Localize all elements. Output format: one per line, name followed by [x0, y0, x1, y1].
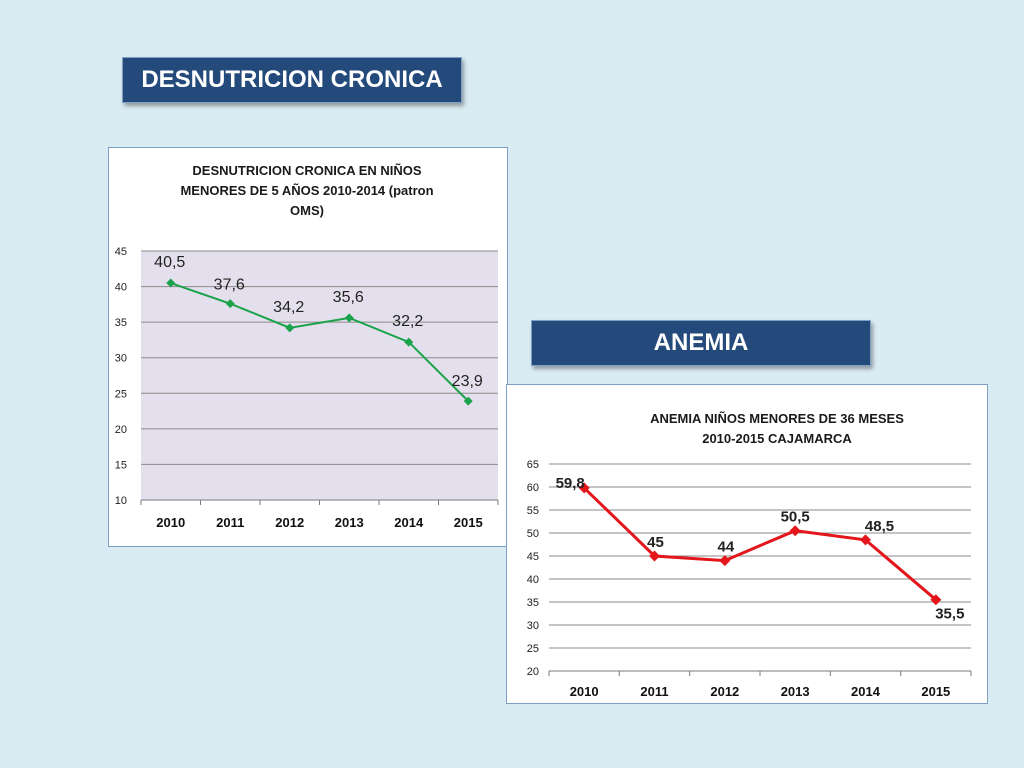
- data-label: 44: [717, 539, 734, 556]
- y-tick-label: 45: [527, 551, 539, 563]
- data-point-marker: [860, 534, 871, 546]
- data-point-marker: [166, 278, 176, 288]
- data-point-marker: [404, 337, 414, 347]
- data-label: 59,8: [556, 475, 585, 492]
- data-label: 23,9: [452, 373, 483, 390]
- chart-desnutricion: DESNUTRICION CRONICA EN NIÑOS MENORES DE …: [108, 147, 508, 547]
- data-label: 35,6: [333, 289, 364, 306]
- chart-anemia-svg: ANEMIA NIÑOS MENORES DE 36 MESES 2010-201…: [527, 411, 972, 699]
- chart-title-line: OMS): [290, 203, 324, 218]
- chart-desnutricion-svg: DESNUTRICION CRONICA EN NIÑOS MENORES DE …: [115, 163, 499, 530]
- y-tick-label: 25: [527, 643, 539, 655]
- banner-desnutricion-cronica: DESNUTRICION CRONICA: [122, 57, 462, 103]
- y-tick-label: 55: [527, 505, 539, 517]
- plot-area: [141, 251, 498, 500]
- data-point-marker: [285, 323, 295, 333]
- data-point-marker: [463, 396, 473, 406]
- x-tick-label: 2011: [216, 515, 244, 530]
- y-tick-label: 65: [527, 459, 539, 471]
- series-line: [583, 486, 937, 601]
- y-tick-label: 35: [527, 597, 539, 609]
- y-tick-label: 30: [115, 353, 127, 365]
- data-label: 48,5: [865, 518, 894, 535]
- banner-desnutricion-label: DESNUTRICION CRONICA: [141, 66, 443, 93]
- y-tick-label: 20: [115, 424, 127, 436]
- data-point-marker: [719, 555, 731, 567]
- plot-area: [549, 464, 971, 671]
- x-tick-label: 2014: [851, 684, 881, 699]
- x-tick-label: 2010: [570, 684, 599, 699]
- data-point-marker: [930, 594, 942, 606]
- series-line: [170, 282, 469, 402]
- x-tick-label: 2012: [710, 684, 739, 699]
- data-label: 37,6: [214, 277, 245, 294]
- x-tick-label: 2015: [454, 515, 483, 530]
- y-tick-label: 40: [527, 574, 539, 586]
- banner-anemia-label: ANEMIA: [653, 329, 749, 356]
- x-tick-label: 2014: [394, 515, 424, 530]
- y-tick-label: 25: [115, 388, 127, 400]
- data-label: 32,2: [392, 313, 423, 330]
- x-tick-label: 2015: [921, 684, 950, 699]
- data-point-marker: [344, 313, 354, 323]
- chart-title-line: DESNUTRICION CRONICA EN NIÑOS: [192, 163, 422, 178]
- data-label: 45: [647, 534, 664, 551]
- y-tick-label: 30: [527, 620, 539, 632]
- data-label: 35,5: [935, 606, 964, 623]
- x-tick-label: 2010: [156, 515, 185, 530]
- chart-title-line: MENORES DE 5 AÑOS 2010-2014 (patron: [180, 183, 433, 198]
- y-tick-label: 60: [527, 482, 539, 494]
- x-tick-label: 2012: [275, 515, 304, 530]
- data-point-marker: [225, 299, 235, 309]
- x-tick-label: 2011: [640, 684, 668, 699]
- x-tick-label: 2013: [781, 684, 810, 699]
- x-tick-label: 2013: [335, 515, 364, 530]
- y-tick-label: 10: [115, 495, 127, 507]
- data-point-marker: [649, 550, 660, 562]
- y-tick-label: 50: [527, 528, 539, 540]
- y-tick-label: 20: [527, 666, 539, 678]
- data-label: 40,5: [154, 254, 185, 271]
- chart-title-line: ANEMIA NIÑOS MENORES DE 36 MESES: [650, 411, 904, 426]
- data-point-marker: [789, 525, 801, 537]
- data-label: 50,5: [781, 509, 810, 526]
- data-label: 34,2: [273, 299, 304, 316]
- data-point-marker: [578, 482, 590, 494]
- banner-anemia: ANEMIA: [531, 320, 871, 366]
- chart-anemia: ANEMIA NIÑOS MENORES DE 36 MESES 2010-201…: [506, 384, 988, 704]
- y-tick-label: 35: [115, 317, 127, 329]
- y-tick-label: 15: [115, 459, 127, 471]
- chart-title-line: 2010-2015 CAJAMARCA: [702, 431, 852, 446]
- y-tick-label: 45: [115, 246, 127, 258]
- y-tick-label: 40: [115, 282, 127, 294]
